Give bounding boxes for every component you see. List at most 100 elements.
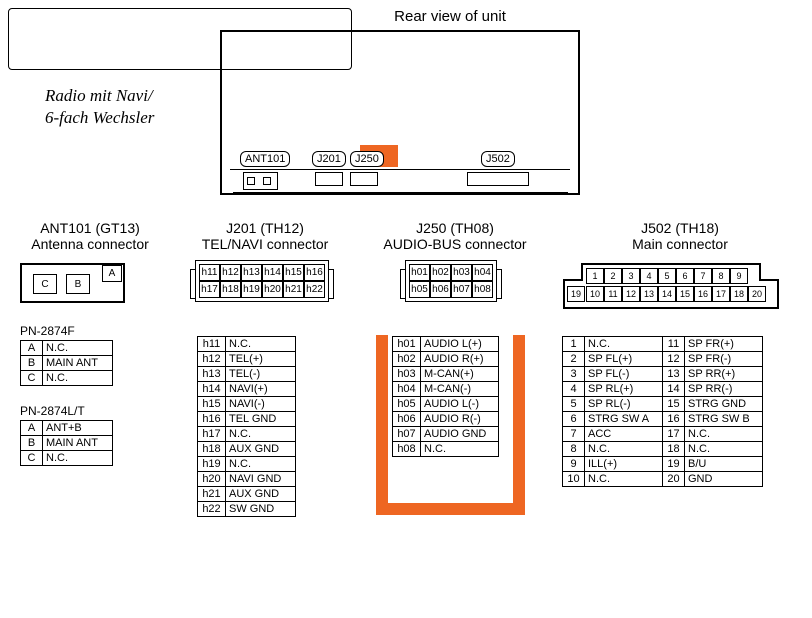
pin-val: ACC xyxy=(585,427,663,442)
j250-row2: h05h06h07h08 xyxy=(409,281,493,298)
j201-table: h11N.C.h12TEL(+)h13TEL(-)h14NAVI(+)h15NA… xyxy=(197,336,296,517)
ant-pin-c: C xyxy=(33,274,57,294)
pin-h06: h06 xyxy=(430,281,451,298)
j250-notch-r xyxy=(496,269,502,299)
pin-val: SP RL(-) xyxy=(585,397,663,412)
pin-h22: h22 xyxy=(304,281,325,298)
pin-key: 13 xyxy=(663,367,685,382)
pin-val: ANT+B xyxy=(43,421,113,436)
pin-val: MAIN ANT xyxy=(43,436,113,451)
j201-row2: h17h18h19h20h21h22 xyxy=(199,281,325,298)
pin-val: SP FL(-) xyxy=(585,367,663,382)
section-j250-header: J250 (TH08) AUDIO-BUS connector xyxy=(370,220,540,252)
highlight-u-right xyxy=(513,335,525,515)
j201-notch-r xyxy=(328,269,334,299)
pin-key: h07 xyxy=(393,427,421,442)
ant-table1-title: PN-2874F xyxy=(20,324,75,338)
pin-key: h22 xyxy=(198,502,226,517)
pin-key: 9 xyxy=(563,457,585,472)
port-label-j201: J201 xyxy=(312,151,346,167)
pin-20: 20 xyxy=(748,286,766,302)
pin-11: 11 xyxy=(604,286,622,302)
pin-val: N.C. xyxy=(585,472,663,487)
pin-key: h12 xyxy=(198,352,226,367)
pin-h12: h12 xyxy=(220,264,241,281)
pin-key: 15 xyxy=(663,397,685,412)
pin-3: 3 xyxy=(622,268,640,284)
pin-key: 17 xyxy=(663,427,685,442)
pin-key: h15 xyxy=(198,397,226,412)
pin-key: h01 xyxy=(393,337,421,352)
pin-9: 9 xyxy=(730,268,748,284)
pin-h01: h01 xyxy=(409,264,430,281)
pin-key: h05 xyxy=(393,397,421,412)
port-j250 xyxy=(350,172,378,186)
pin-val: AUDIO L(+) xyxy=(421,337,499,352)
pin-val: N.C. xyxy=(421,442,499,457)
j502-line2: Main connector xyxy=(600,236,760,252)
pin-key: 6 xyxy=(563,412,585,427)
pin-val: AUDIO R(-) xyxy=(421,412,499,427)
pin-val: N.C. xyxy=(585,442,663,457)
pin-val: N.C. xyxy=(43,341,113,356)
ant-dot-1 xyxy=(247,177,255,185)
pin-val: AUX GND xyxy=(226,487,296,502)
pin-val: N.C. xyxy=(685,427,763,442)
model-label: Radio mit Navi/6-fach Wechsler xyxy=(45,85,154,129)
pin-val: AUDIO L(-) xyxy=(421,397,499,412)
pin-val: TEL(+) xyxy=(226,352,296,367)
ant-line2: Antenna connector xyxy=(20,236,160,252)
pin-val: SP RL(+) xyxy=(585,382,663,397)
port-label-j250: J250 xyxy=(350,151,384,167)
pin-key: h14 xyxy=(198,382,226,397)
highlight-u-left xyxy=(376,335,388,515)
pin-key: 10 xyxy=(563,472,585,487)
pin-val: ILL(+) xyxy=(585,457,663,472)
pin-val: N.C. xyxy=(226,427,296,442)
pin-key: 7 xyxy=(563,427,585,442)
pin-key: h03 xyxy=(393,367,421,382)
pin-key: 16 xyxy=(663,412,685,427)
pin-val: NAVI GND xyxy=(226,472,296,487)
pin-key: h21 xyxy=(198,487,226,502)
section-j201-header: J201 (TH12) TEL/NAVI connector xyxy=(185,220,345,252)
pin-val: AUX GND xyxy=(226,442,296,457)
pin-12: 12 xyxy=(622,286,640,302)
pin-val: N.C. xyxy=(685,442,763,457)
pin-key: h06 xyxy=(393,412,421,427)
ant-table-2: AANT+BBMAIN ANTCN.C. xyxy=(20,420,113,466)
pin-key: h04 xyxy=(393,382,421,397)
pin-key: B xyxy=(21,356,43,371)
pin-val: NAVI(+) xyxy=(226,382,296,397)
pin-h18: h18 xyxy=(220,281,241,298)
j250-notch-l xyxy=(400,269,406,299)
pin-key: 2 xyxy=(563,352,585,367)
j502-table: 1N.C.11SP FR(+)2SP FL(+)12SP FR(-)3SP FL… xyxy=(562,336,763,487)
pin-6: 6 xyxy=(676,268,694,284)
port-label-ant101: ANT101 xyxy=(240,151,290,167)
pin-h04: h04 xyxy=(472,264,493,281)
pin-val: AUDIO R(+) xyxy=(421,352,499,367)
pin-h11: h11 xyxy=(199,264,220,281)
pin-18: 18 xyxy=(730,286,748,302)
pin-val: N.C. xyxy=(585,337,663,352)
unit-rail-upper xyxy=(230,169,570,170)
pin-val: TEL GND xyxy=(226,412,296,427)
pin-key: 14 xyxy=(663,382,685,397)
pin-key: C xyxy=(21,371,43,386)
pin-17: 17 xyxy=(712,286,730,302)
pin-8: 8 xyxy=(712,268,730,284)
pin-key: h13 xyxy=(198,367,226,382)
pin-key: h18 xyxy=(198,442,226,457)
pin-key: h08 xyxy=(393,442,421,457)
pin-val: SP RR(-) xyxy=(685,382,763,397)
pin-15: 15 xyxy=(676,286,694,302)
j502-row1: 123456789 xyxy=(586,268,748,284)
ant-table2-title: PN-2874L/T xyxy=(20,404,85,418)
pin-val: M-CAN(-) xyxy=(421,382,499,397)
pin-key: 11 xyxy=(663,337,685,352)
pin-h16: h16 xyxy=(304,264,325,281)
pin-h17: h17 xyxy=(199,281,220,298)
pin-1: 1 xyxy=(586,268,604,284)
pin-val: STRG GND xyxy=(685,397,763,412)
